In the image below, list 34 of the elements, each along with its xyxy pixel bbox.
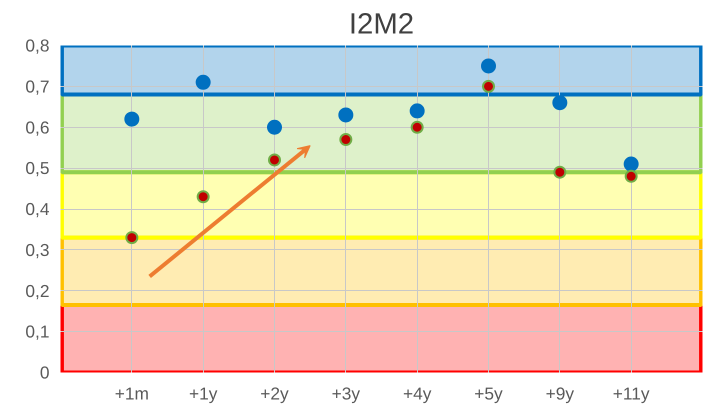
x-tick-label: +2y	[260, 384, 290, 404]
point	[410, 120, 424, 134]
y-tick-label: 0,7	[25, 76, 50, 96]
point	[553, 166, 566, 179]
x-tick-label: +9y	[546, 384, 574, 404]
x-tick-label: +4y	[402, 384, 432, 404]
point	[338, 108, 354, 122]
y-tick-label: 0,2	[25, 280, 50, 301]
point	[410, 103, 425, 118]
point	[624, 170, 638, 183]
point	[624, 156, 639, 172]
point	[196, 74, 211, 90]
x-tick-label: +3y	[332, 384, 360, 404]
x-tick-label: +1m	[114, 384, 149, 404]
y-tick-label: 0,4	[25, 199, 50, 219]
y-tick-label: 0,5	[25, 158, 50, 178]
x-tick-label: +1y	[188, 384, 218, 404]
point	[125, 231, 138, 244]
x-tick-label: +5y	[474, 384, 504, 404]
point	[482, 80, 495, 93]
x-tick-label: +11y	[612, 384, 650, 404]
point	[267, 120, 282, 135]
y-tick-label: 0	[40, 362, 50, 382]
point	[124, 112, 140, 127]
point	[268, 153, 281, 166]
point	[196, 190, 210, 204]
y-tick-label: 0,3	[25, 240, 50, 260]
point	[552, 95, 568, 110]
point	[339, 133, 352, 146]
chart-title: I2M2	[348, 8, 414, 40]
y-tick-label: 0,6	[25, 117, 50, 138]
y-tick-label: 0,8	[25, 36, 50, 56]
y-tick-label: 0,1	[25, 322, 50, 342]
point	[481, 58, 496, 74]
